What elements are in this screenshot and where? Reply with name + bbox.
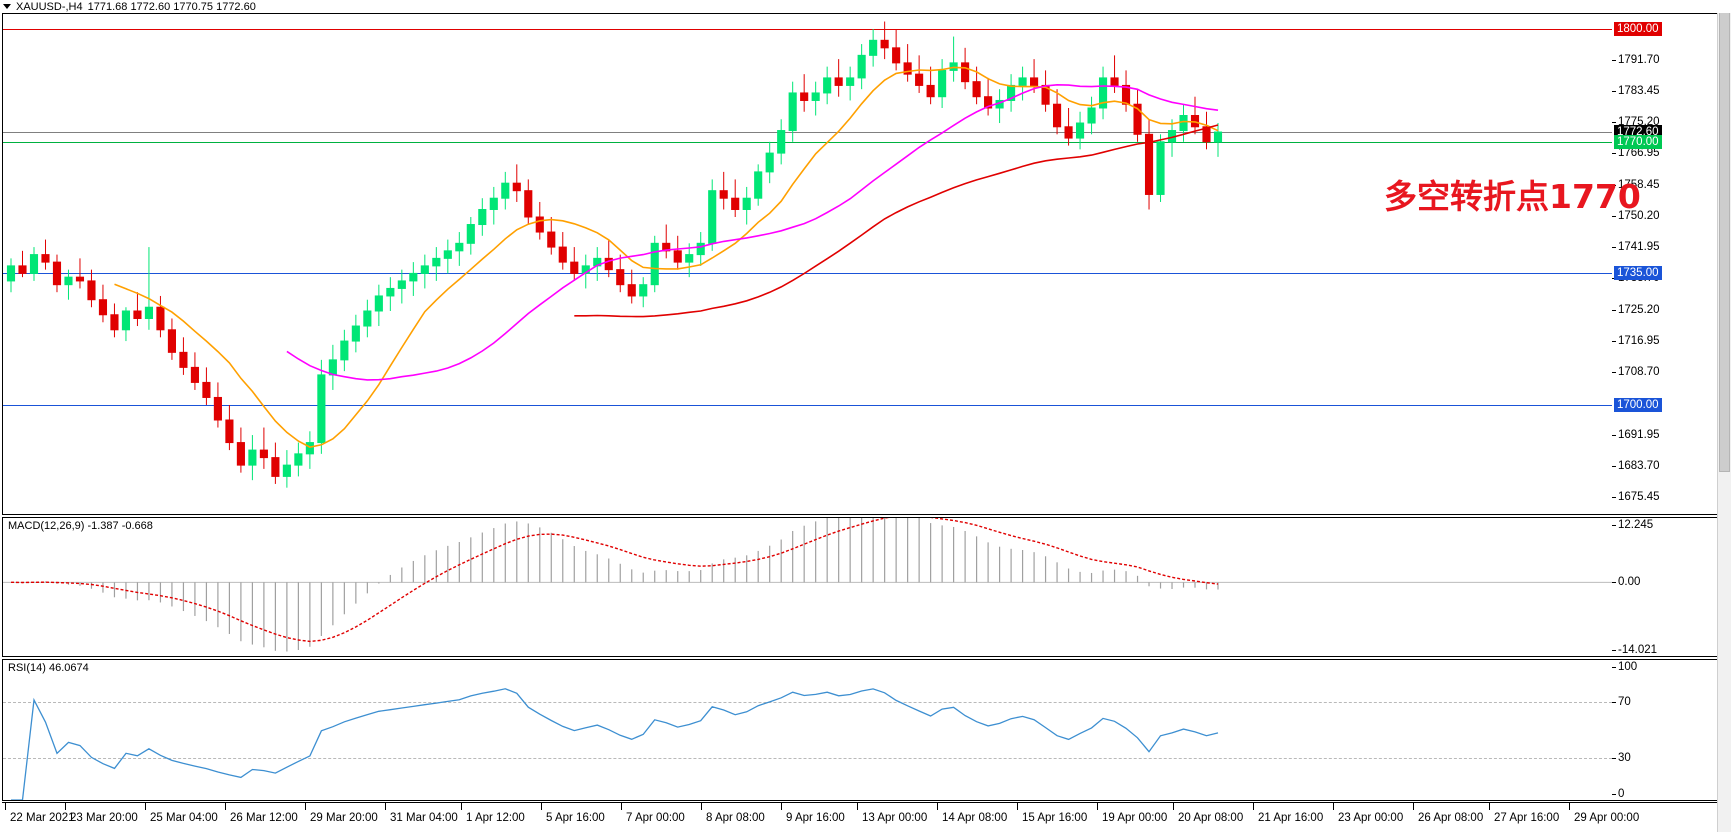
level-line-1735.00[interactable] — [3, 273, 1612, 275]
price-annotation-text: 多空转折点1770 — [1384, 177, 1641, 216]
time-tick-label: 23 Mar 20:00 — [65, 803, 138, 824]
candlestick-series — [6, 21, 1223, 488]
time-tick-label: 31 Mar 04:00 — [385, 803, 458, 824]
price-badge-1700.00: 1700.00 — [1614, 397, 1662, 412]
price-tick: 1766.95 — [1612, 147, 1660, 160]
time-tick-label: 5 Apr 16:00 — [541, 803, 605, 824]
ma-line — [114, 66, 1219, 448]
rsi-band-70 — [3, 702, 1612, 703]
price-badge-1770.00: 1770.00 — [1614, 134, 1662, 149]
time-tick-label: 29 Apr 00:00 — [1568, 803, 1640, 824]
price-tick: 1691.95 — [1612, 429, 1660, 442]
price-tick: 1758.45 — [1612, 179, 1660, 192]
rsi-tick: 100 — [1611, 661, 1638, 673]
time-axis[interactable]: 22 Mar 2021 23 Mar 20:00 25 Mar 04:00 26 Ma… — [2, 802, 1729, 830]
time-tick-label: 19 Apr 00:00 — [1096, 803, 1168, 824]
time-tick-label: 26 Mar 12:00 — [225, 803, 298, 824]
price-tick: 1683.70 — [1612, 460, 1660, 473]
time-tick-label: 27 Apr 16:00 — [1488, 803, 1560, 824]
time-tick-label: 7 Apr 00:00 — [621, 803, 685, 824]
time-tick-label: 23 Apr 00:00 — [1332, 803, 1404, 824]
macd-signal-line — [10, 518, 1219, 643]
rsi-tick: 30 — [1612, 752, 1631, 764]
price-tick: 1708.70 — [1612, 366, 1660, 379]
price-tick: 1741.95 — [1612, 241, 1660, 254]
time-tick-label: 8 Apr 08:00 — [701, 803, 765, 824]
time-tick-label: 15 Apr 16:00 — [1016, 803, 1088, 824]
price-tick: 1716.95 — [1612, 335, 1660, 348]
time-tick-label: 29 Mar 20:00 — [305, 803, 378, 824]
time-tick-label: 13 Apr 00:00 — [856, 803, 928, 824]
price-panel: 1791.70 1783.45 1775.20 1766.95 1758.45 1750.… — [2, 13, 1729, 515]
time-tick-label: 26 Apr 08:00 — [1412, 803, 1484, 824]
vertical-scrollbar[interactable] — [1717, 0, 1731, 832]
rsi-line — [11, 688, 1219, 800]
time-tick-label: 9 Apr 16:00 — [781, 803, 845, 824]
time-tick-label: 25 Mar 04:00 — [145, 803, 218, 824]
macd-tick: 0.00 — [1611, 576, 1641, 589]
time-tick-label: 21 Apr 16:00 — [1252, 803, 1324, 824]
macd-label: MACD(12,26,9) -1.387 -0.668 — [8, 520, 153, 532]
current-price-line — [3, 132, 1612, 134]
chevron-down-icon[interactable] — [3, 4, 11, 9]
price-badge-1800.00: 1800.00 — [1614, 22, 1662, 37]
macd-tick: -14.021 — [1611, 644, 1658, 656]
price-tick: 1791.70 — [1612, 54, 1660, 67]
macd-axis[interactable]: 12.245 0.00 -14.021 — [1611, 518, 1728, 656]
time-tick-label: 14 Apr 08:00 — [936, 803, 1008, 824]
macd-series — [3, 518, 1612, 652]
macd-tick: 12.245 — [1611, 519, 1654, 531]
rsi-series — [11, 688, 1219, 800]
level-line-1700.00[interactable] — [3, 404, 1612, 406]
rsi-tick: 70 — [1612, 696, 1631, 708]
ma-line — [574, 124, 1219, 318]
rsi-label: RSI(14) 46.0674 — [8, 662, 89, 674]
scrollbar-thumb[interactable] — [1719, 2, 1730, 472]
price-badge-1735.00: 1735.00 — [1614, 266, 1662, 281]
level-line-1800.00[interactable] — [3, 29, 1612, 31]
price-tick: 1783.45 — [1612, 85, 1660, 98]
rsi-band-30 — [3, 758, 1612, 759]
time-tick-label: 1 Apr 12:00 — [461, 803, 525, 824]
price-axis[interactable]: 1791.70 1783.45 1775.20 1766.95 1758.45 1750.… — [1612, 14, 1728, 514]
price-tick: 1725.20 — [1612, 304, 1660, 317]
ohlc-values-label: 1771.68 1772.60 1770.75 1772.60 — [87, 0, 256, 13]
ma-line — [286, 83, 1219, 381]
time-tick-label: 20 Apr 08:00 — [1172, 803, 1244, 824]
price-tick: 1750.20 — [1612, 210, 1660, 223]
time-tick-label: 22 Mar 2021 — [5, 803, 75, 824]
rsi-axis[interactable]: 100 70 30 0 — [1611, 660, 1728, 800]
rsi-tick: 0 — [1611, 788, 1625, 800]
chart-header: XAUUSD-,H4 1771.68 1772.60 1770.75 1772.… — [0, 0, 1731, 13]
macd-panel: MACD(12,26,9) -1.387 -0.668 12.245 0.00 -1… — [2, 517, 1729, 657]
symbol-timeframe-label: XAUUSD-,H4 — [16, 0, 83, 13]
level-line-1770.00[interactable] — [3, 141, 1612, 143]
price-tick: 1675.45 — [1612, 491, 1660, 504]
rsi-panel: RSI(14) 46.0674 100 70 30 0 — [2, 659, 1729, 801]
